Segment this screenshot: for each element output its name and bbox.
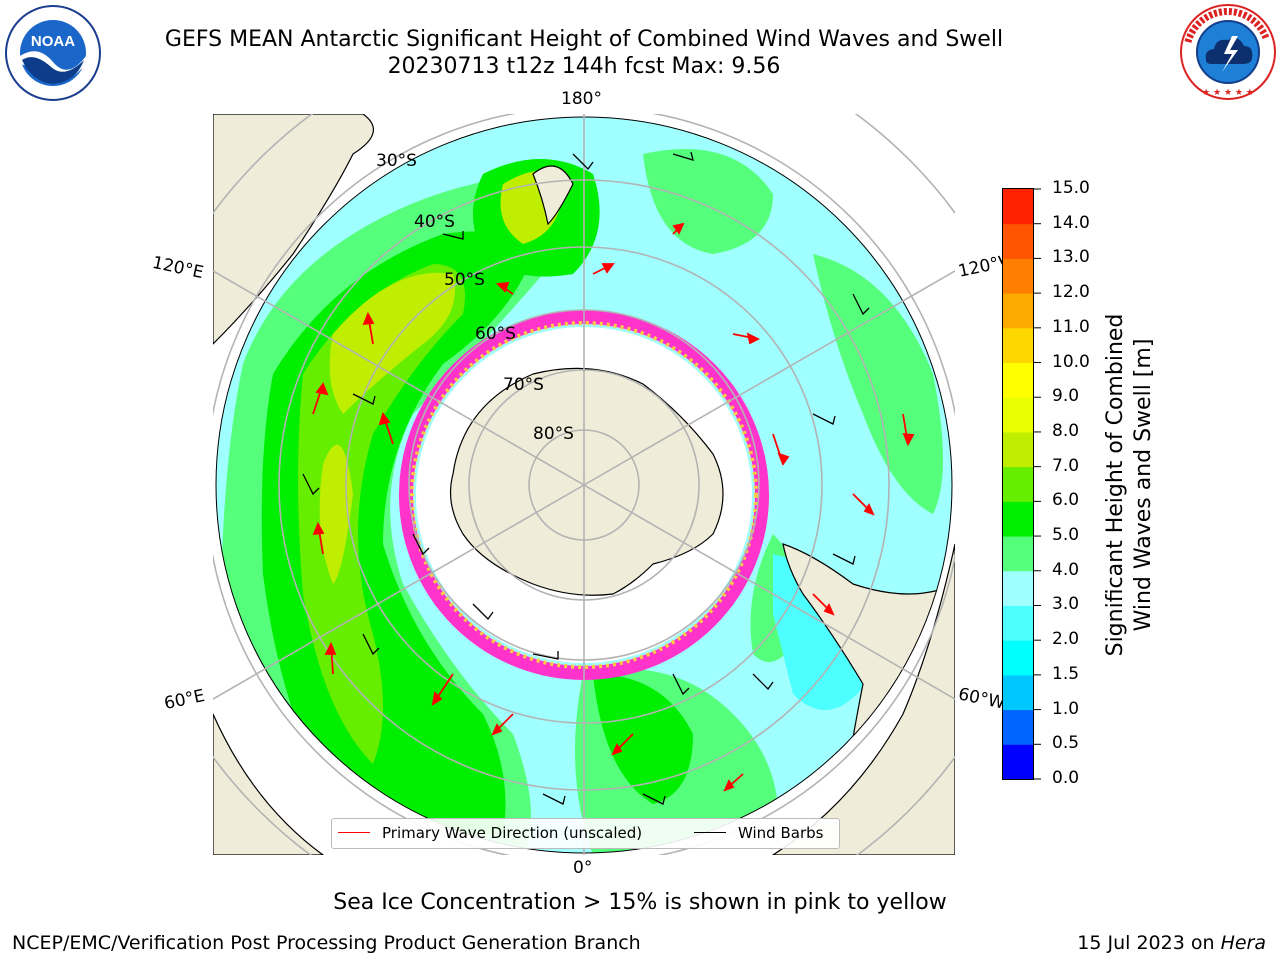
svg-text:NOAA: NOAA [31,33,75,50]
colorbar-tick-label: 3.0 [1052,594,1080,615]
colorbar-band [1003,258,1033,294]
colorbar-tick-label: 9.0 [1052,386,1080,407]
colorbar-tick-label: 10.0 [1052,351,1090,372]
colorbar-tick-label: 5.0 [1052,525,1080,546]
map-panel [213,114,955,855]
credit-host: Hera [1220,932,1266,954]
colorbar-band [1003,501,1033,537]
sea-ice-caption: Sea Ice Concentration > 15% is shown in … [333,890,947,915]
colorbar-band [1003,223,1033,259]
colorbar-label-line2: Wind Waves and Swell [m] [1131,338,1156,632]
lon-label-60e: 60°E [162,685,207,715]
wave-direction-arrows [312,222,915,792]
colorbar-tick-label: 15.0 [1052,178,1090,198]
wind-barbs [302,151,870,805]
colorbar-tick-label: 14.0 [1052,212,1090,233]
colorbar [1002,188,1041,780]
colorbar-tick-label: 11.0 [1052,316,1090,337]
lat-label-40s: 40°S [414,212,455,232]
lon-label-0: 0° [573,858,593,878]
land-corners [213,114,955,855]
colorbar-tick-label: 2.0 [1052,629,1080,650]
colorbar-tick-label: 13.0 [1052,247,1090,268]
colorbar-band [1003,189,1033,225]
colorbar-band [1003,570,1033,606]
map-legend: Primary Wave Direction (unscaled) Wind B… [331,818,840,849]
colorbar-label-line1: Significant Height of Combined [1103,313,1128,657]
colorbar-band [1003,674,1033,711]
lat-label-80s: 80°S [533,424,574,444]
lat-label-60s: 60°S [475,324,516,344]
lon-label-120e: 120°E [150,252,206,284]
map-title: GEFS MEAN Antarctic Significant Height o… [164,27,1004,52]
legend-label-wind: Wind Barbs [738,824,824,842]
colorbar-tick-label: 1.5 [1052,663,1080,684]
colorbar-band [1003,327,1033,364]
colorbar-band [1003,431,1033,468]
lon-label-60w: 60°W [956,684,1007,714]
legend-label-wave: Primary Wave Direction (unscaled) [382,824,643,842]
nws-logo: ★ ★ ★ ★ ★ [1180,4,1276,100]
legend-swatch-wind [694,832,726,833]
map-subtitle: 20230713 t12z 144h fcst Max: 9.56 [387,54,781,79]
lat-label-70s: 70°S [503,375,544,395]
colorbar-band [1003,605,1033,641]
colorbar-tick-label: 0.5 [1052,733,1080,754]
colorbar-tick-label: 6.0 [1052,490,1080,511]
credit-date: 15 Jul 2023 on [1077,932,1221,954]
svg-text:★ ★ ★ ★ ★: ★ ★ ★ ★ ★ [1202,88,1254,98]
colorbar-tick-label: 7.0 [1052,455,1080,476]
noaa-logo: NOAA [5,5,101,101]
graticule [213,114,955,855]
colorbar-tick-label: 1.0 [1052,698,1080,719]
lat-label-30s: 30°S [376,151,417,171]
colorbar-band [1003,744,1033,780]
colorbar-tick-label: 12.0 [1052,282,1090,303]
lon-label-180: 180° [561,89,602,109]
colorbar-band [1003,640,1033,676]
credit-right: 15 Jul 2023 on Hera [1077,932,1266,954]
colorbar-band [1003,293,1033,329]
colorbar-tick-label: 8.0 [1052,420,1080,441]
colorbar-tick-label: 0.0 [1052,768,1080,788]
lat-label-50s: 50°S [444,270,485,290]
colorbar-band [1003,466,1033,502]
colorbar-band [1003,536,1033,572]
colorbar-band [1003,397,1033,433]
antarctica-land [449,367,724,596]
credit-left: NCEP/EMC/Verification Post Processing Pr… [12,932,641,954]
legend-swatch-wave [338,832,370,833]
colorbar-tick-label: 4.0 [1052,559,1080,580]
colorbar-band [1003,362,1033,398]
colorbar-band [1003,709,1033,745]
